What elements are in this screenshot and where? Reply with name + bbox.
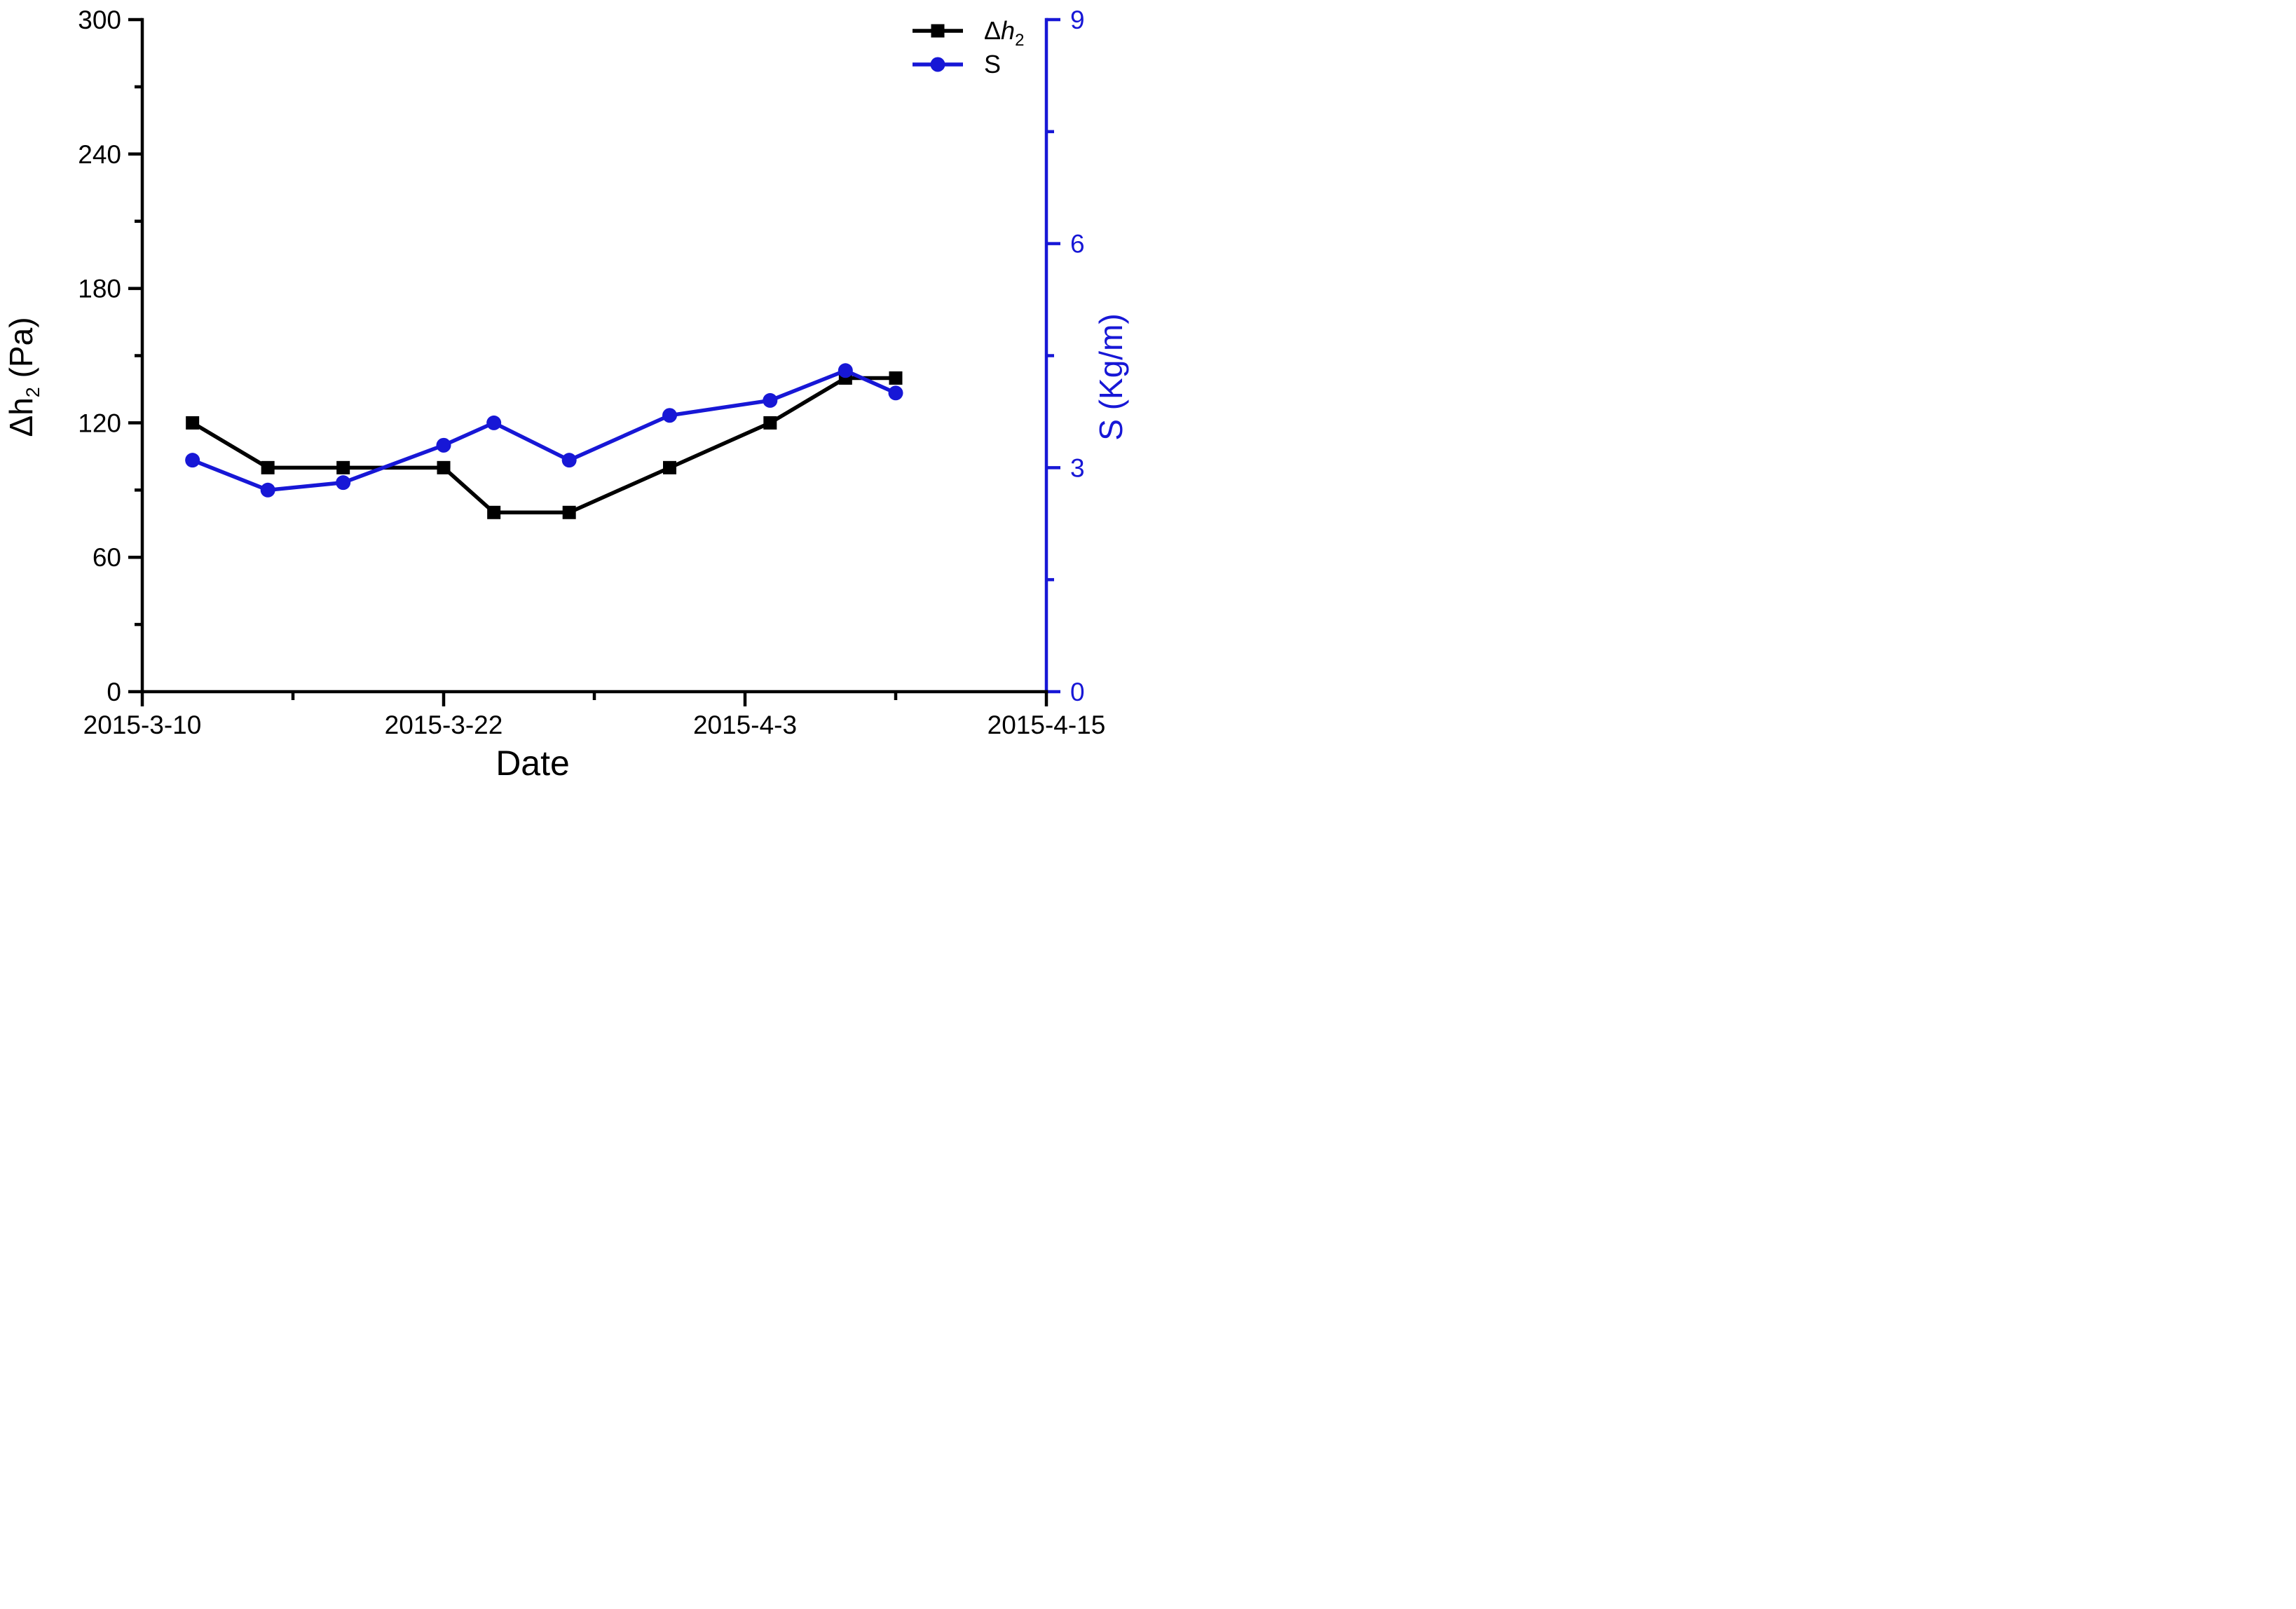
data-point-circle	[561, 453, 577, 468]
series-line-dh2	[191, 376, 896, 515]
data-point-circle	[260, 482, 275, 498]
data-point-square	[763, 416, 777, 430]
y-left-tick-label: 120	[78, 409, 121, 437]
y-right-axis: 0 3 6 9 S (Kg/m)	[1044, 6, 1129, 706]
data-point-circle	[838, 363, 853, 378]
y-left-tick-label: 60	[93, 543, 121, 572]
data-point-square	[487, 505, 501, 519]
data-point-square	[336, 460, 350, 474]
data-point-circle	[185, 453, 200, 468]
data-point-square	[562, 505, 576, 519]
y-right-axis-title: S (Kg/m)	[1093, 313, 1129, 440]
y-left-tick-label: 300	[78, 6, 121, 34]
legend-marker-square	[931, 24, 945, 38]
series-S	[185, 363, 903, 498]
data-point-square	[437, 460, 451, 474]
x-axis: 2015-3-10 2015-3-22 2015-4-3 2015-4-15 Date	[83, 690, 1106, 783]
data-point-circle	[436, 437, 451, 453]
y-right-tick-label: 0	[1070, 678, 1085, 706]
y-left-tick-label: 180	[78, 275, 121, 303]
x-tick-label: 2015-3-10	[83, 711, 202, 739]
chart-figure: 0 60 120 180 240 300 Δh2 (Pa) 0 3 6 9 S (Kg/m) 2015-…	[0, 0, 1148, 804]
data-point-square	[261, 460, 275, 474]
data-point-square	[889, 371, 903, 385]
legend-label-dh2: Δh2	[984, 16, 1024, 50]
dual-axis-line-chart: 0 60 120 180 240 300 Δh2 (Pa) 0 3 6 9 S (Kg/m) 2015-…	[3, 6, 1129, 783]
legend-label-S: S	[984, 50, 1001, 78]
y-left-tick-label: 240	[78, 140, 121, 169]
data-point-square	[663, 460, 676, 474]
x-tick-label: 2015-4-3	[693, 711, 797, 739]
y-left-tick-label: 0	[107, 678, 121, 706]
y-right-tick-label: 6	[1070, 230, 1085, 259]
y-right-tick-label: 3	[1070, 453, 1085, 482]
data-point-circle	[486, 415, 502, 430]
data-point-square	[186, 416, 200, 430]
x-tick-label: 2015-3-22	[385, 711, 503, 739]
x-tick-label: 2015-4-15	[988, 711, 1106, 739]
data-point-circle	[763, 392, 778, 408]
data-point-circle	[336, 475, 351, 491]
series-line-S	[191, 368, 897, 493]
x-axis-title: Date	[496, 744, 570, 783]
series-dh2	[186, 371, 903, 519]
y-right-tick-label: 9	[1070, 6, 1085, 34]
y-left-axis-title: Δh2 (Pa)	[3, 317, 43, 437]
data-point-circle	[888, 385, 903, 401]
legend-marker-circle	[930, 57, 945, 72]
data-point-circle	[662, 408, 677, 423]
y-left-axis: 0 60 120 180 240 300 Δh2 (Pa)	[3, 6, 144, 706]
